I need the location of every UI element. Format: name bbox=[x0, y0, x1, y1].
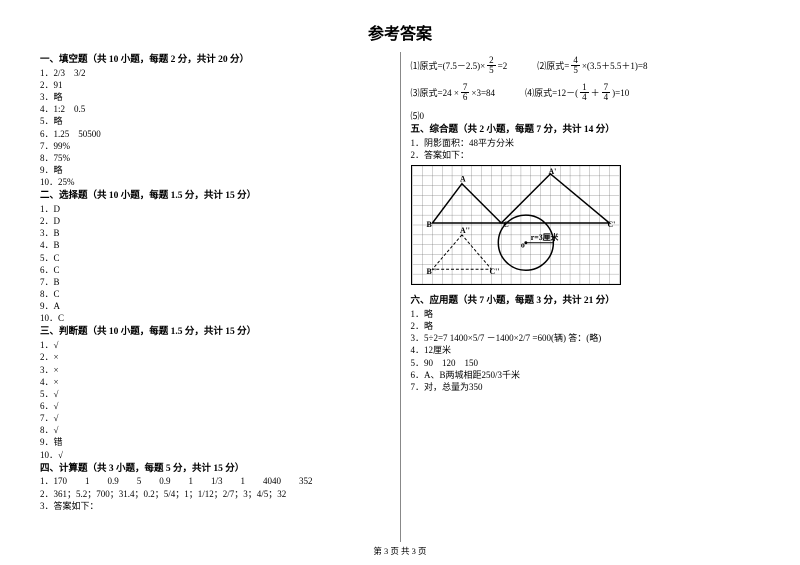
formula-text: (3.5＋5.5＋1)=8 bbox=[587, 59, 648, 72]
svg-text:B: B bbox=[426, 220, 432, 229]
answer-line: 7．B bbox=[40, 276, 390, 288]
answer-line: 6．√ bbox=[40, 400, 390, 412]
svg-text:C'': C'' bbox=[489, 267, 499, 276]
answer-line: 10．C bbox=[40, 312, 390, 324]
answer-line: 9．A bbox=[40, 300, 390, 312]
svg-text:C': C' bbox=[607, 220, 615, 229]
answer-line: 3．× bbox=[40, 364, 390, 376]
page-title: 参考答案 bbox=[40, 20, 760, 44]
section-6-head: 六、应用题（共 7 小题，每题 3 分，共计 21 分） bbox=[411, 295, 761, 308]
formula-text: ⑷原式=12－( bbox=[525, 86, 578, 99]
svg-text:B'': B'' bbox=[426, 267, 436, 276]
svg-text:A': A' bbox=[548, 167, 556, 176]
svg-text:A'': A'' bbox=[459, 226, 469, 235]
answer-line: 2．D bbox=[40, 215, 390, 227]
answer-line: 1．170 1 0.9 5 0.9 1 1/3 1 4040 352 bbox=[40, 475, 390, 487]
formula-5: ⑸0 bbox=[411, 110, 761, 122]
answer-line: 2．略 bbox=[411, 320, 761, 332]
answer-line: 1．√ bbox=[40, 339, 390, 351]
answer-line: 2．91 bbox=[40, 79, 390, 91]
answer-line: 2．361；5.2；700；31.4；0.2；5/4；1；1/12；2/7；3；… bbox=[40, 488, 390, 500]
formula-4: ⑷原式=12－( 1 4 ＋ 7 4 )=10 bbox=[525, 83, 629, 102]
section-4-head: 四、计算题（共 3 小题，每题 5 分，共计 15 分） bbox=[40, 463, 390, 476]
answer-line: 10．25% bbox=[40, 176, 390, 188]
answer-line: 10．√ bbox=[40, 449, 390, 461]
answer-line: 3．B bbox=[40, 227, 390, 239]
answer-line: 2．× bbox=[40, 351, 390, 363]
fraction: 4 5 bbox=[571, 56, 580, 75]
answer-line: 9．略 bbox=[40, 164, 390, 176]
answer-line: 4．12厘米 bbox=[411, 344, 761, 356]
section-2-head: 二、选择题（共 10 小题，每题 1.5 分，共计 15 分） bbox=[40, 190, 390, 203]
formula-text: )=10 bbox=[612, 88, 629, 98]
answer-line: 6．C bbox=[40, 264, 390, 276]
svg-text:o: o bbox=[520, 241, 524, 250]
denominator: 4 bbox=[602, 93, 611, 102]
right-column: ⑴原式=(7.5－2.5)× 2 5 =2 ⑵原式= 4 5 × (3.5＋5.… bbox=[401, 52, 761, 542]
section-5-head: 五、综合题（共 2 小题，每题 7 分，共计 14 分） bbox=[411, 124, 761, 137]
formula-text: =2 bbox=[498, 61, 508, 71]
answer-line: 5．90 120 150 bbox=[411, 357, 761, 369]
fraction: 1 4 bbox=[580, 83, 589, 102]
answer-line: 7．对，总量为350 bbox=[411, 381, 761, 393]
answer-line: 1．2/3 3/2 bbox=[40, 67, 390, 79]
left-column: 一、填空题（共 10 小题，每题 2 分，共计 20 分） 1．2/3 3/2 … bbox=[40, 52, 401, 542]
formula-text: ⑶原式=24 × bbox=[411, 86, 459, 99]
answer-line: 4．1:2 0.5 bbox=[40, 103, 390, 115]
svg-text:C: C bbox=[503, 220, 509, 229]
page-footer: 第 3 页 共 3 页 bbox=[0, 545, 800, 557]
answer-line: 7．99% bbox=[40, 140, 390, 152]
formula-2: ⑵原式= 4 5 × (3.5＋5.5＋1)=8 bbox=[537, 56, 647, 75]
content-columns: 一、填空题（共 10 小题，每题 2 分，共计 20 分） 1．2/3 3/2 … bbox=[40, 52, 760, 542]
answer-line: 5．√ bbox=[40, 388, 390, 400]
section-1-head: 一、填空题（共 10 小题，每题 2 分，共计 20 分） bbox=[40, 54, 390, 67]
answer-line: 3．略 bbox=[40, 91, 390, 103]
geometry-diagram: A B C A' C' A'' B'' C'' o r=3厘米 bbox=[411, 165, 621, 285]
answer-line: 2．答案如下： bbox=[411, 149, 761, 161]
answer-line: 1．D bbox=[40, 203, 390, 215]
formula-text: ×3=84 bbox=[471, 88, 495, 98]
formula-text: ⑵原式= bbox=[537, 59, 569, 72]
fraction: 7 4 bbox=[602, 83, 611, 102]
formula-1: ⑴原式=(7.5－2.5)× 2 5 =2 bbox=[411, 56, 508, 75]
formula-text: ＋ bbox=[591, 86, 600, 99]
answer-line: 3．5÷2=7 1400×5/7 －1400×2/7 =600(辆) 答：(略) bbox=[411, 332, 761, 344]
formula-text: ⑴原式=(7.5－2.5)× bbox=[411, 59, 486, 72]
denominator: 6 bbox=[461, 93, 470, 102]
answer-line: 4．× bbox=[40, 376, 390, 388]
formula-row-1: ⑴原式=(7.5－2.5)× 2 5 =2 ⑵原式= 4 5 × (3.5＋5.… bbox=[411, 56, 761, 75]
answer-line: 7．√ bbox=[40, 412, 390, 424]
answer-line: 5．C bbox=[40, 252, 390, 264]
answer-line: 4．B bbox=[40, 239, 390, 251]
formula-3: ⑶原式=24 × 7 6 ×3=84 bbox=[411, 83, 496, 102]
denominator: 4 bbox=[580, 93, 589, 102]
denominator: 5 bbox=[571, 66, 580, 75]
answer-line: 1．略 bbox=[411, 308, 761, 320]
answer-line: 8．C bbox=[40, 288, 390, 300]
answer-line: 5．略 bbox=[40, 115, 390, 127]
answer-line: 6．A、B两城相距250/3千米 bbox=[411, 369, 761, 381]
answer-line: 8．√ bbox=[40, 424, 390, 436]
answer-line: 8．75% bbox=[40, 152, 390, 164]
answer-line: 1．阴影面积：48平方分米 bbox=[411, 137, 761, 149]
fraction: 2 5 bbox=[487, 56, 496, 75]
section-3-head: 三、判断题（共 10 小题，每题 1.5 分，共计 15 分） bbox=[40, 326, 390, 339]
svg-text:r=3厘米: r=3厘米 bbox=[530, 232, 558, 242]
svg-text:A: A bbox=[459, 175, 465, 184]
answer-line: 6．1.25 50500 bbox=[40, 128, 390, 140]
denominator: 5 bbox=[487, 66, 496, 75]
formula-row-2: ⑶原式=24 × 7 6 ×3=84 ⑷原式=12－( 1 4 ＋ 7 4 )= bbox=[411, 83, 761, 102]
fraction: 7 6 bbox=[461, 83, 470, 102]
answer-line: 3．答案如下： bbox=[40, 500, 390, 512]
answer-line: 9．错 bbox=[40, 436, 390, 448]
